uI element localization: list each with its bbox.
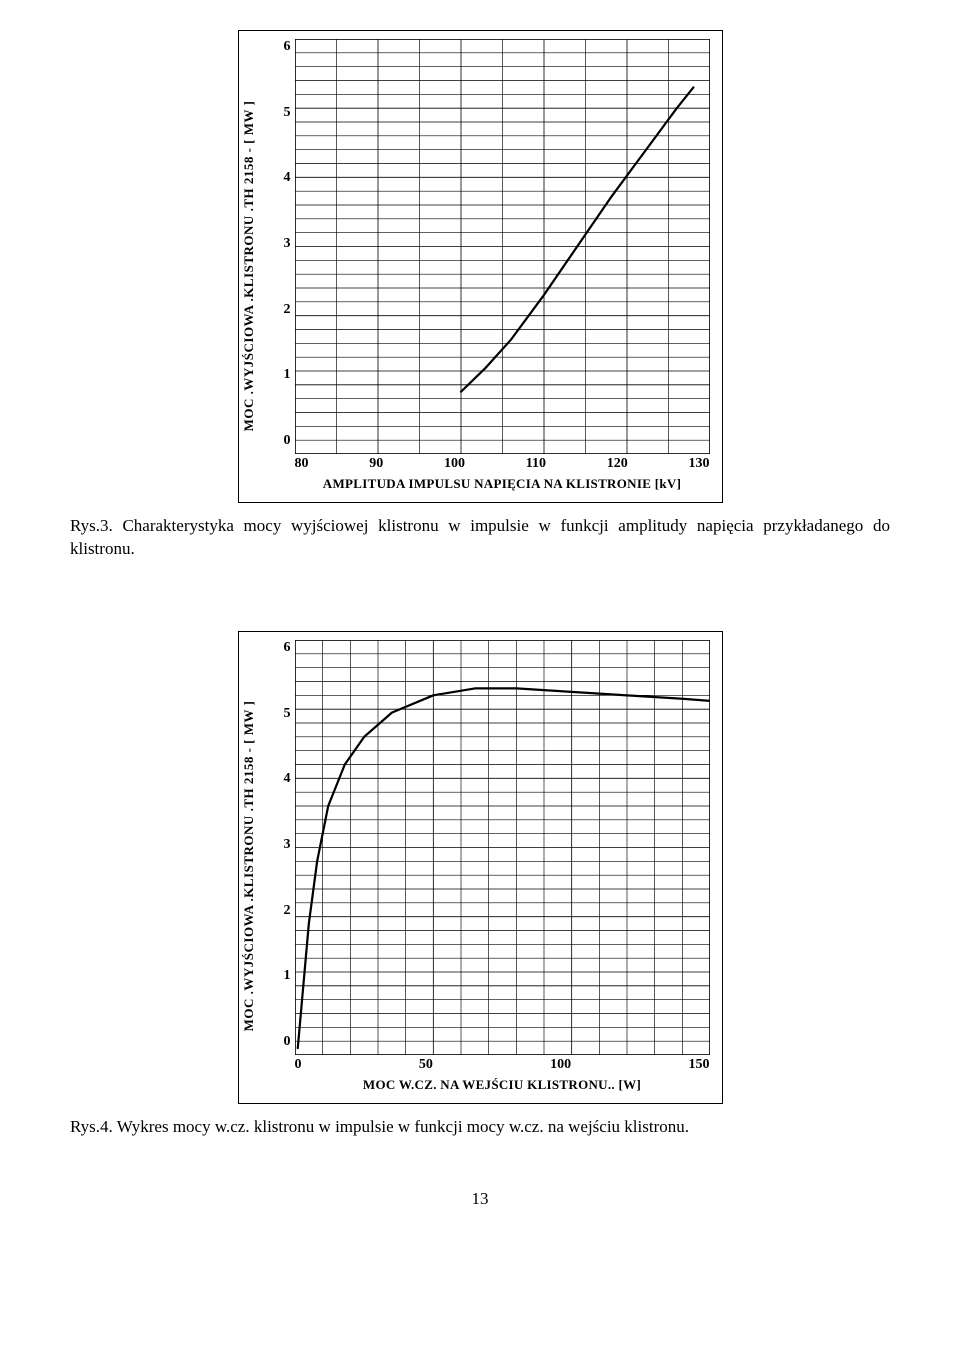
page: MOC .WYJŚCIOWA .KLISTRONU .TH 2158 - [ M… <box>0 0 960 1229</box>
ytick-label: 5 <box>284 105 291 121</box>
ytick-label: 4 <box>284 170 291 186</box>
figure-3-caption: Rys.3. Charakterystyka mocy wyjściowej k… <box>70 515 890 561</box>
figure-3-yticks: 6 5 4 3 2 1 0 <box>271 39 295 449</box>
page-number: 13 <box>70 1189 890 1209</box>
figure-4-yticks: 6 5 4 3 2 1 0 <box>271 640 295 1050</box>
xtick-label: 110 <box>526 456 546 472</box>
ytick-label: 3 <box>284 236 291 252</box>
xtick-label: 120 <box>607 456 628 472</box>
ytick-label: 2 <box>284 302 291 318</box>
ytick-label: 0 <box>284 433 291 449</box>
figure-3-plot-col: 80 90 100 110 120 130 AMPLITUDA IMPULSU NAPIĘ… <box>295 39 710 492</box>
figure-3: MOC .WYJŚCIOWA .KLISTRONU .TH 2158 - [ M… <box>70 30 890 561</box>
figure-3-frame: MOC .WYJŚCIOWA .KLISTRONU .TH 2158 - [ M… <box>238 30 723 503</box>
figure-3-xlabel: AMPLITUDA IMPULSU NAPIĘCIA NA KLISTRONIE… <box>295 476 710 492</box>
figure-3-body: MOC .WYJŚCIOWA .KLISTRONU .TH 2158 - [ M… <box>249 39 710 492</box>
xtick-label: 90 <box>369 456 383 472</box>
figure-4-xlabel: MOC W.CZ. NA WEJŚCIU KLISTRONU.. [W] <box>295 1077 710 1093</box>
ytick-label: 5 <box>284 706 291 722</box>
figure-3-ylabel: MOC .WYJŚCIOWA .KLISTRONU .TH 2158 - [ M… <box>241 100 257 431</box>
xtick-label: 100 <box>550 1057 571 1073</box>
ytick-label: 1 <box>284 968 291 984</box>
figure-3-plot-area <box>295 39 710 454</box>
figure-4-body: MOC .WYJŚCIOWA .KLISTRONU .TH 2158 - [ M… <box>249 640 710 1093</box>
xtick-label: 130 <box>688 456 709 472</box>
xtick-label: 0 <box>295 1057 302 1073</box>
figure-3-chart <box>295 39 710 454</box>
figure-4-frame: MOC .WYJŚCIOWA .KLISTRONU .TH 2158 - [ M… <box>238 631 723 1104</box>
figure-4-chart <box>295 640 710 1055</box>
figure-4-plot-col: 0 50 100 150 MOC W.CZ. NA WEJŚCIU KLISTRONU… <box>295 640 710 1093</box>
xtick-label: 80 <box>295 456 309 472</box>
figure-4-ylabel: MOC .WYJŚCIOWA .KLISTRONU .TH 2158 - [ M… <box>241 701 257 1032</box>
figure-4-plot-area <box>295 640 710 1055</box>
xtick-label: 50 <box>419 1057 433 1073</box>
figure-4-xticks: 0 50 100 150 <box>295 1057 710 1073</box>
ytick-label: 0 <box>284 1034 291 1050</box>
figure-3-xticks: 80 90 100 110 120 130 <box>295 456 710 472</box>
ytick-label: 1 <box>284 367 291 383</box>
ytick-label: 4 <box>284 771 291 787</box>
figure-4-caption: Rys.4. Wykres mocy w.cz. klistronu w imp… <box>70 1116 890 1139</box>
figure-3-ylabel-cell: MOC .WYJŚCIOWA .KLISTRONU .TH 2158 - [ M… <box>249 39 271 492</box>
figure-4: MOC .WYJŚCIOWA .KLISTRONU .TH 2158 - [ M… <box>70 631 890 1139</box>
ytick-label: 6 <box>284 39 291 55</box>
figure-4-ylabel-cell: MOC .WYJŚCIOWA .KLISTRONU .TH 2158 - [ M… <box>249 640 271 1093</box>
ytick-label: 6 <box>284 640 291 656</box>
xtick-label: 150 <box>688 1057 709 1073</box>
ytick-label: 3 <box>284 837 291 853</box>
ytick-label: 2 <box>284 903 291 919</box>
xtick-label: 100 <box>444 456 465 472</box>
